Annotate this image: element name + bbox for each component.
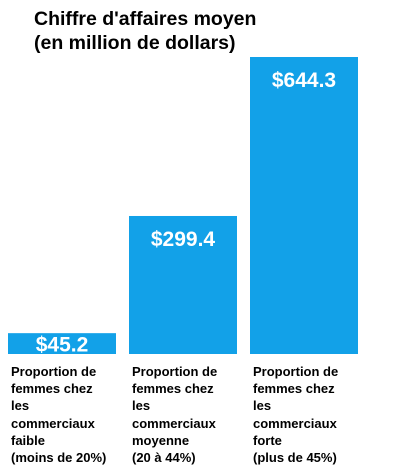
bar-value-label-2: $299.4 <box>151 228 216 251</box>
bar-value-label-3: $644.3 <box>272 69 336 92</box>
category-label-2: Proportion de femmes chez les commerciau… <box>132 364 218 466</box>
category-label-1: Proportion de femmes chez les commerciau… <box>11 364 107 466</box>
bar-2 <box>129 215 237 354</box>
bar-value-label-1: $45.2 <box>36 334 89 357</box>
category-label-3: Proportion de femmes chez les commerciau… <box>253 364 339 466</box>
bar-1 <box>8 333 116 354</box>
bar-3 <box>250 57 358 354</box>
bars-group: $45.2 $299.4 $644.3 <box>8 57 358 357</box>
chart-title: Chiffre d'affaires moyen (en million de … <box>34 8 257 54</box>
